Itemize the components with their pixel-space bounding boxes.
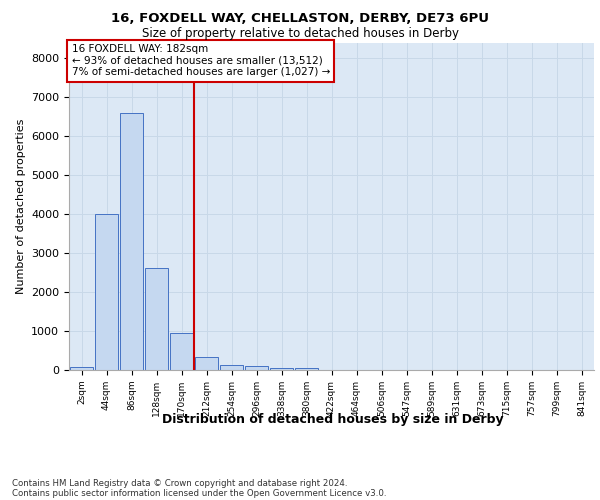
Bar: [270, 368, 293, 370]
Bar: [170, 332, 193, 370]
Bar: [120, 112, 143, 370]
Text: Distribution of detached houses by size in Derby: Distribution of detached houses by size …: [162, 412, 504, 426]
Text: 16, FOXDELL WAY, CHELLASTON, DERBY, DE73 6PU: 16, FOXDELL WAY, CHELLASTON, DERBY, DE73…: [111, 12, 489, 26]
Y-axis label: Number of detached properties: Number of detached properties: [16, 118, 26, 294]
Bar: [195, 357, 218, 370]
Bar: [95, 214, 118, 370]
Bar: [70, 368, 93, 370]
Text: Contains HM Land Registry data © Crown copyright and database right 2024.: Contains HM Land Registry data © Crown c…: [12, 478, 347, 488]
Text: Contains public sector information licensed under the Open Government Licence v3: Contains public sector information licen…: [12, 488, 386, 498]
Bar: [220, 364, 243, 370]
Bar: [295, 368, 318, 370]
Text: Size of property relative to detached houses in Derby: Size of property relative to detached ho…: [142, 28, 458, 40]
Bar: [145, 268, 168, 370]
Text: 16 FOXDELL WAY: 182sqm
← 93% of detached houses are smaller (13,512)
7% of semi-: 16 FOXDELL WAY: 182sqm ← 93% of detached…: [71, 44, 330, 78]
Bar: [245, 366, 268, 370]
